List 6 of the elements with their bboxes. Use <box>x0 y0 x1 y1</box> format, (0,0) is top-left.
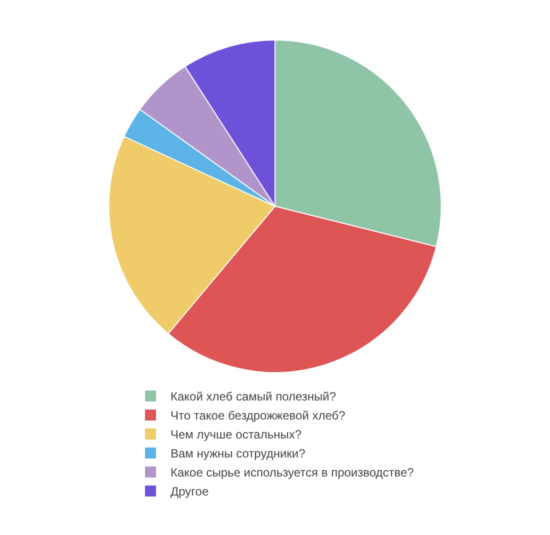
legend-label: Другое <box>170 484 209 499</box>
legend-label: Вам нужны сотрудники? <box>170 446 306 461</box>
legend-label: Что такое бездрожжевой хлеб? <box>170 408 346 423</box>
legend-label: Какой хлеб самый полезный? <box>170 390 336 404</box>
legend-label: Какое сырье используется в производстве? <box>170 466 414 480</box>
legend-label: Чем лучше остальных? <box>170 428 302 442</box>
